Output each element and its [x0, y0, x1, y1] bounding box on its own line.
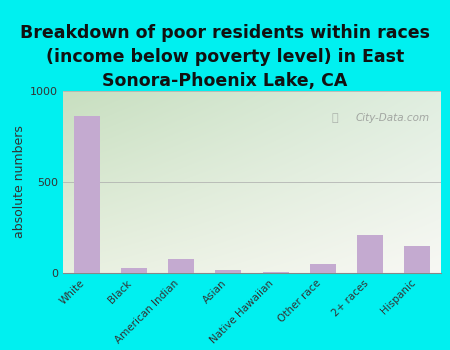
Bar [121, 268, 147, 273]
Bar [168, 259, 194, 273]
Text: ⓘ: ⓘ [331, 113, 338, 123]
Y-axis label: absolute numbers: absolute numbers [13, 126, 26, 238]
Bar [74, 117, 99, 273]
Bar [263, 272, 288, 273]
Bar [216, 270, 241, 273]
Text: City-Data.com: City-Data.com [356, 113, 430, 123]
Bar [405, 246, 430, 273]
Bar [357, 235, 383, 273]
Bar [310, 264, 336, 273]
Text: Breakdown of poor residents within races
(income below poverty level) in East
So: Breakdown of poor residents within races… [20, 25, 430, 90]
